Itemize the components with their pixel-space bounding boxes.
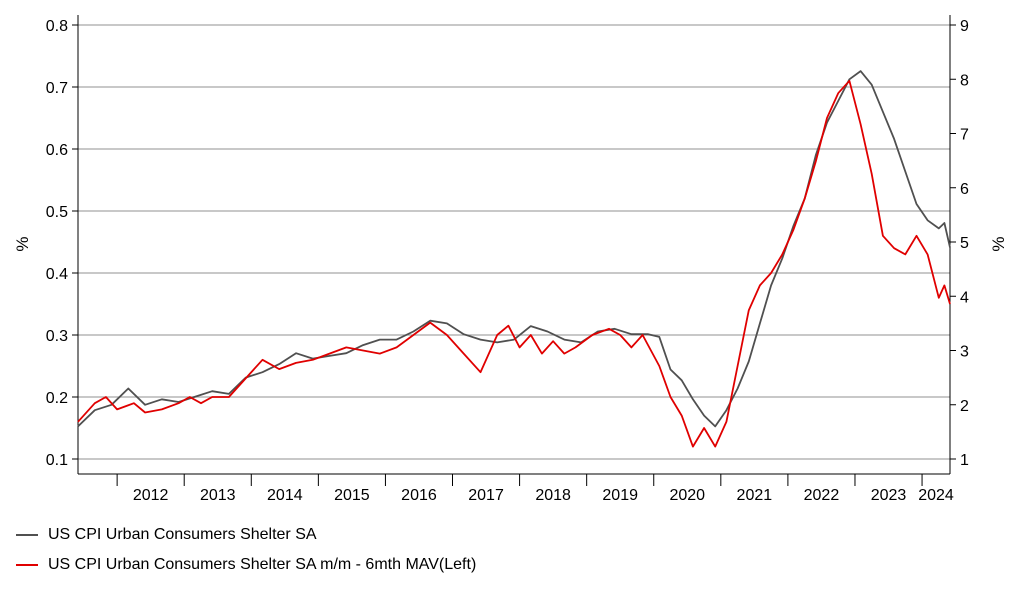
series-line-1 xyxy=(77,79,951,448)
y-right-tick-label-2: 3 xyxy=(960,344,969,361)
y-left-tick-label-2: 0.3 xyxy=(46,328,68,345)
y-right-tick-label-7: 8 xyxy=(960,72,969,89)
y-left-tick-label-6: 0.7 xyxy=(46,80,68,97)
x-tick-label-2022: 2022 xyxy=(804,487,840,504)
x-tick-label-2015: 2015 xyxy=(334,487,370,504)
y-right-tick-label-6: 7 xyxy=(960,127,969,144)
legend-item-shelter: US CPI Urban Consumers Shelter SA xyxy=(16,520,476,550)
legend-label-shelter: US CPI Urban Consumers Shelter SA xyxy=(48,526,317,543)
x-tick-label-2016: 2016 xyxy=(401,487,437,504)
x-tick-label-2019: 2019 xyxy=(602,487,638,504)
x-tick-label-2024: 2024 xyxy=(918,487,954,504)
legend: US CPI Urban Consumers Shelter SA US CPI… xyxy=(16,520,476,580)
y-right-tick-label-1: 2 xyxy=(960,398,969,415)
x-tick-label-2017: 2017 xyxy=(468,487,504,504)
legend-item-shelter-mav: US CPI Urban Consumers Shelter SA m/m - … xyxy=(16,550,476,580)
series-line-0 xyxy=(77,70,951,428)
x-tick-label-2020: 2020 xyxy=(669,487,705,504)
y-left-tick-label-0: 0.1 xyxy=(46,452,68,469)
x-tick-label-2013: 2013 xyxy=(200,487,236,504)
y-left-tick-label-1: 0.2 xyxy=(46,390,68,407)
legend-label-shelter-mav: US CPI Urban Consumers Shelter SA m/m - … xyxy=(48,556,477,573)
x-tick-label-2023: 2023 xyxy=(871,487,907,504)
x-tick-label-2021: 2021 xyxy=(737,487,773,504)
y-right-tick-label-4: 5 xyxy=(960,235,969,252)
y-right-tick-label-3: 4 xyxy=(960,289,969,306)
y-left-tick-label-7: 0.8 xyxy=(46,18,68,35)
grid-lines xyxy=(78,24,950,460)
y-left-axis-title: % xyxy=(13,236,32,251)
x-tick-label-2012: 2012 xyxy=(133,487,169,504)
y-left-tick-label-4: 0.5 xyxy=(46,204,68,221)
y-right-tick-label-0: 1 xyxy=(960,452,969,469)
series-lines xyxy=(77,70,951,448)
y-left-tick-label-5: 0.6 xyxy=(46,142,68,159)
x-tick-label-2018: 2018 xyxy=(535,487,571,504)
y-right-tick-label-8: 9 xyxy=(960,18,969,35)
legend-swatch-shelter xyxy=(16,534,38,536)
axes: 0.1 0.2 0.3 0.4 0.5 0.6 0.7 0.8 1 2 3 4 5 6 7 8 9 2012 201… xyxy=(46,15,969,504)
legend-swatch-shelter-mav xyxy=(16,564,38,566)
x-tick-label-2014: 2014 xyxy=(267,487,303,504)
y-left-tick-label-3: 0.4 xyxy=(46,266,68,283)
y-right-axis-title: % xyxy=(989,236,1008,251)
y-right-tick-label-5: 6 xyxy=(960,181,969,198)
